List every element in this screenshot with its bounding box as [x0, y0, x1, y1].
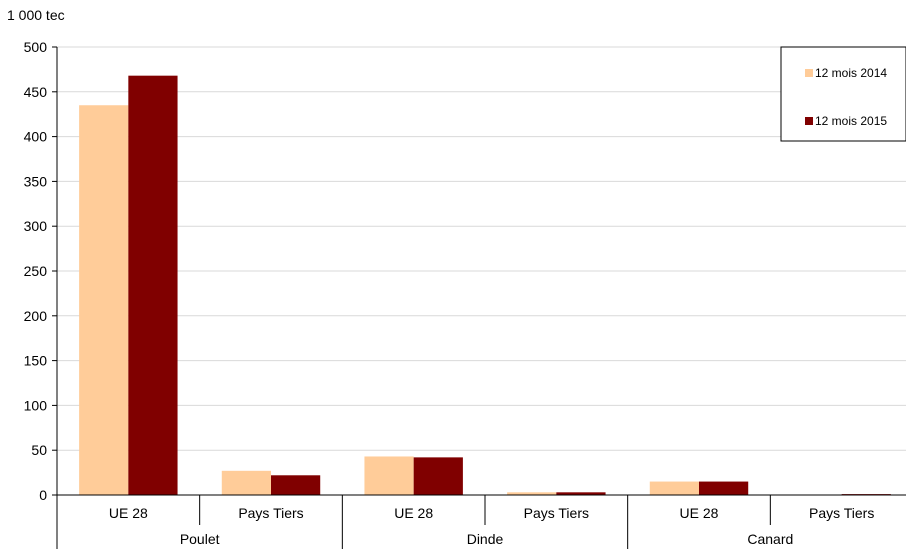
bar-2015	[699, 481, 749, 495]
x-category-label: UE 28	[109, 505, 148, 521]
bars	[79, 75, 891, 496]
x-group-label: Poulet	[180, 531, 220, 547]
y-tick-label: 250	[24, 263, 48, 279]
y-tick-label: 350	[24, 173, 48, 189]
x-group-label: Dinde	[467, 531, 504, 547]
y-tick-label: 100	[24, 397, 48, 413]
legend-swatch	[805, 117, 813, 125]
bar-2014	[649, 481, 699, 495]
bar-2015	[413, 457, 463, 495]
bar-2014	[364, 456, 414, 495]
x-category-label: Pays Tiers	[809, 505, 874, 521]
y-tick-label: 0	[39, 487, 47, 503]
bar-2014	[79, 105, 129, 496]
legend-label: 12 mois 2015	[815, 114, 887, 128]
x-category-label: Pays Tiers	[524, 505, 589, 521]
legend-label: 12 mois 2014	[815, 66, 887, 80]
x-category-labels: UE 28 Pays Tiers UE 28 Pays Tiers UE 28 Pays …	[109, 505, 874, 547]
y-tick-label: 200	[24, 308, 48, 324]
unit-label: 1 000 tec	[7, 7, 65, 23]
bar-2014	[221, 470, 271, 495]
legend-swatch	[805, 69, 813, 77]
bar-2015	[128, 75, 178, 495]
x-category-label: UE 28	[680, 505, 719, 521]
y-tick-label: 400	[24, 129, 48, 145]
x-category-label: Pays Tiers	[238, 505, 303, 521]
legend-box	[780, 46, 906, 142]
y-tick-label: 450	[24, 84, 48, 100]
legend: 12 mois 2014 12 mois 2015	[780, 46, 906, 142]
y-tick-labels: 0 50 100 150 200 250 300 350 400 450 500	[24, 39, 48, 503]
bar-2014	[507, 492, 557, 495]
y-tick-label: 300	[24, 218, 48, 234]
gridlines	[57, 46, 906, 451]
y-tick-label: 500	[24, 39, 48, 55]
x-group-label: Canard	[747, 531, 793, 547]
y-tick-label: 150	[24, 353, 48, 369]
bar-2015	[556, 492, 606, 495]
x-category-label: UE 28	[394, 505, 433, 521]
axes	[52, 46, 906, 549]
bar-2015	[271, 475, 321, 495]
y-tick-label: 50	[31, 442, 47, 458]
